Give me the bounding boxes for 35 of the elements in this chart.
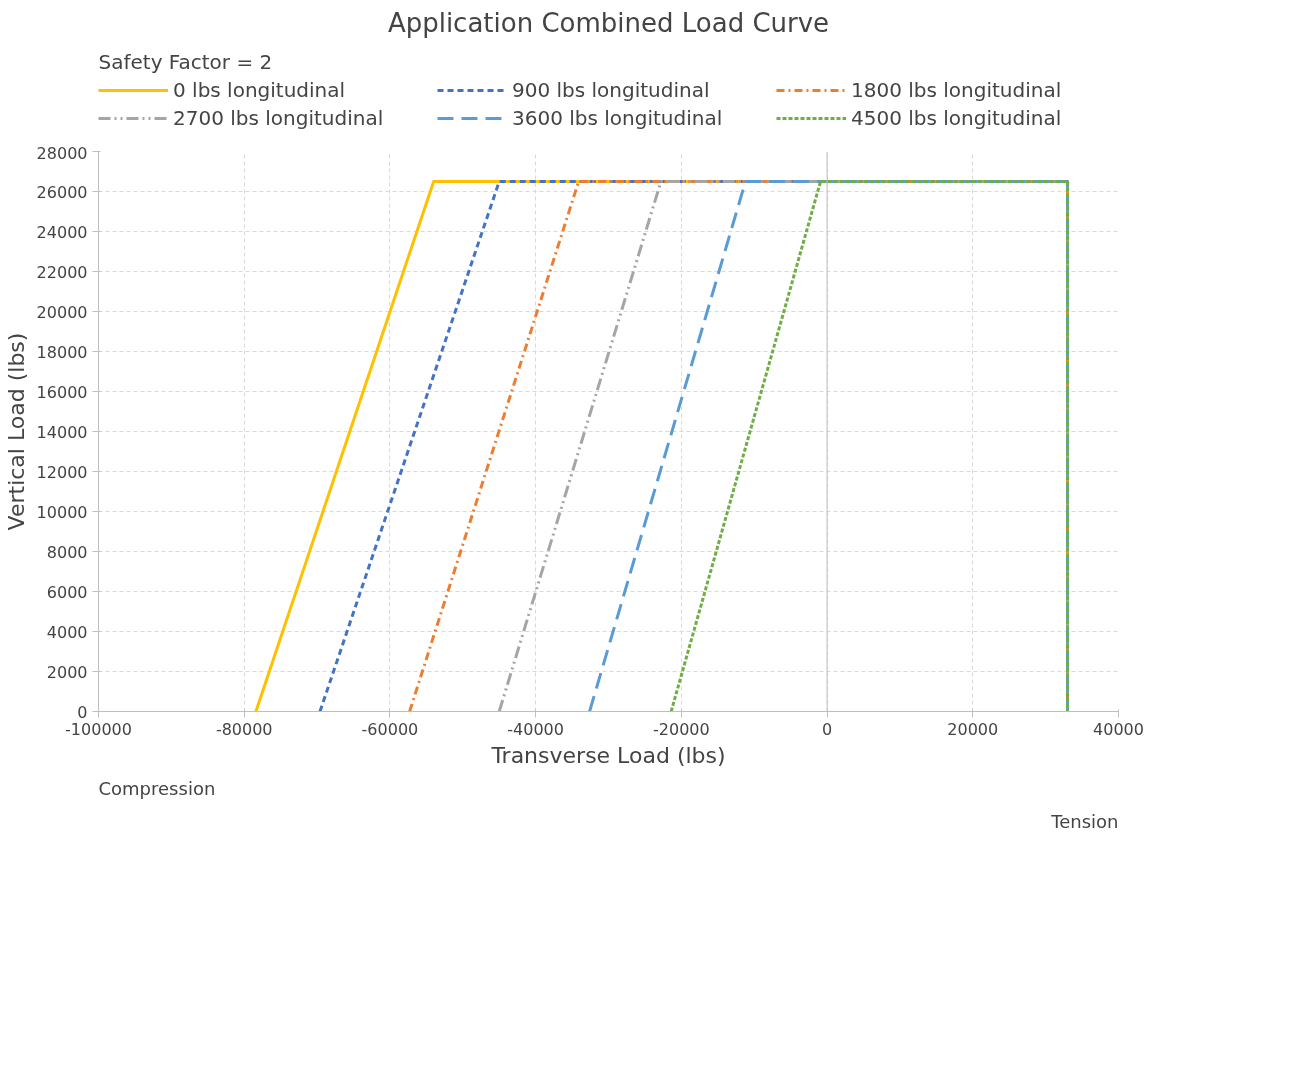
chart-title: Application Combined Load Curve <box>387 7 830 38</box>
x-tick-label: -20000 <box>653 719 710 739</box>
y-tick-label: 14000 <box>36 422 88 442</box>
x-tick-label: -40000 <box>507 719 564 739</box>
x-tick-label: 0 <box>821 719 833 739</box>
y-tick-label: 24000 <box>36 222 88 242</box>
legend-label: 3600 lbs longitudinal <box>512 106 724 130</box>
y-tick-label: 10000 <box>36 502 88 522</box>
legend-label: 4500 lbs longitudinal <box>851 106 1063 130</box>
y-tick-label: 2000 <box>46 662 88 682</box>
x-axis-title: Transverse Load (lbs) <box>490 742 726 768</box>
text: Safety Factor = 2 <box>98 49 273 74</box>
x-tick-label: -100000 <box>65 719 132 739</box>
text: Compression <box>98 777 216 799</box>
y-tick-label: 8000 <box>46 542 88 562</box>
x-tick-label: 40000 <box>1093 719 1144 739</box>
y-axis-title: Vertical Load (lbs) <box>3 332 29 531</box>
legend-label: 0 lbs longitudinal <box>173 78 347 102</box>
y-tick-label: 28000 <box>36 143 88 163</box>
y-tick-label: 18000 <box>36 342 88 362</box>
y-tick-label: 6000 <box>46 582 88 602</box>
legend-label: 1800 lbs longitudinal <box>851 78 1063 102</box>
y-tick-label: 4000 <box>46 622 88 642</box>
y-tick-label: 26000 <box>36 182 88 202</box>
y-tick-label: 22000 <box>36 262 88 282</box>
y-tick-label: 12000 <box>36 462 88 482</box>
x-tick-label: 20000 <box>947 719 999 739</box>
legend-label: 2700 lbs longitudinal <box>173 106 385 130</box>
text: Tension <box>1050 810 1119 832</box>
y-tick-label: 16000 <box>36 382 88 402</box>
x-tick-label: -80000 <box>215 719 273 739</box>
y-tick-label: 0 <box>77 702 88 722</box>
legend-label: 900 lbs longitudinal <box>512 78 711 102</box>
y-tick-label: 20000 <box>36 302 88 322</box>
x-tick-label: -60000 <box>361 719 419 739</box>
